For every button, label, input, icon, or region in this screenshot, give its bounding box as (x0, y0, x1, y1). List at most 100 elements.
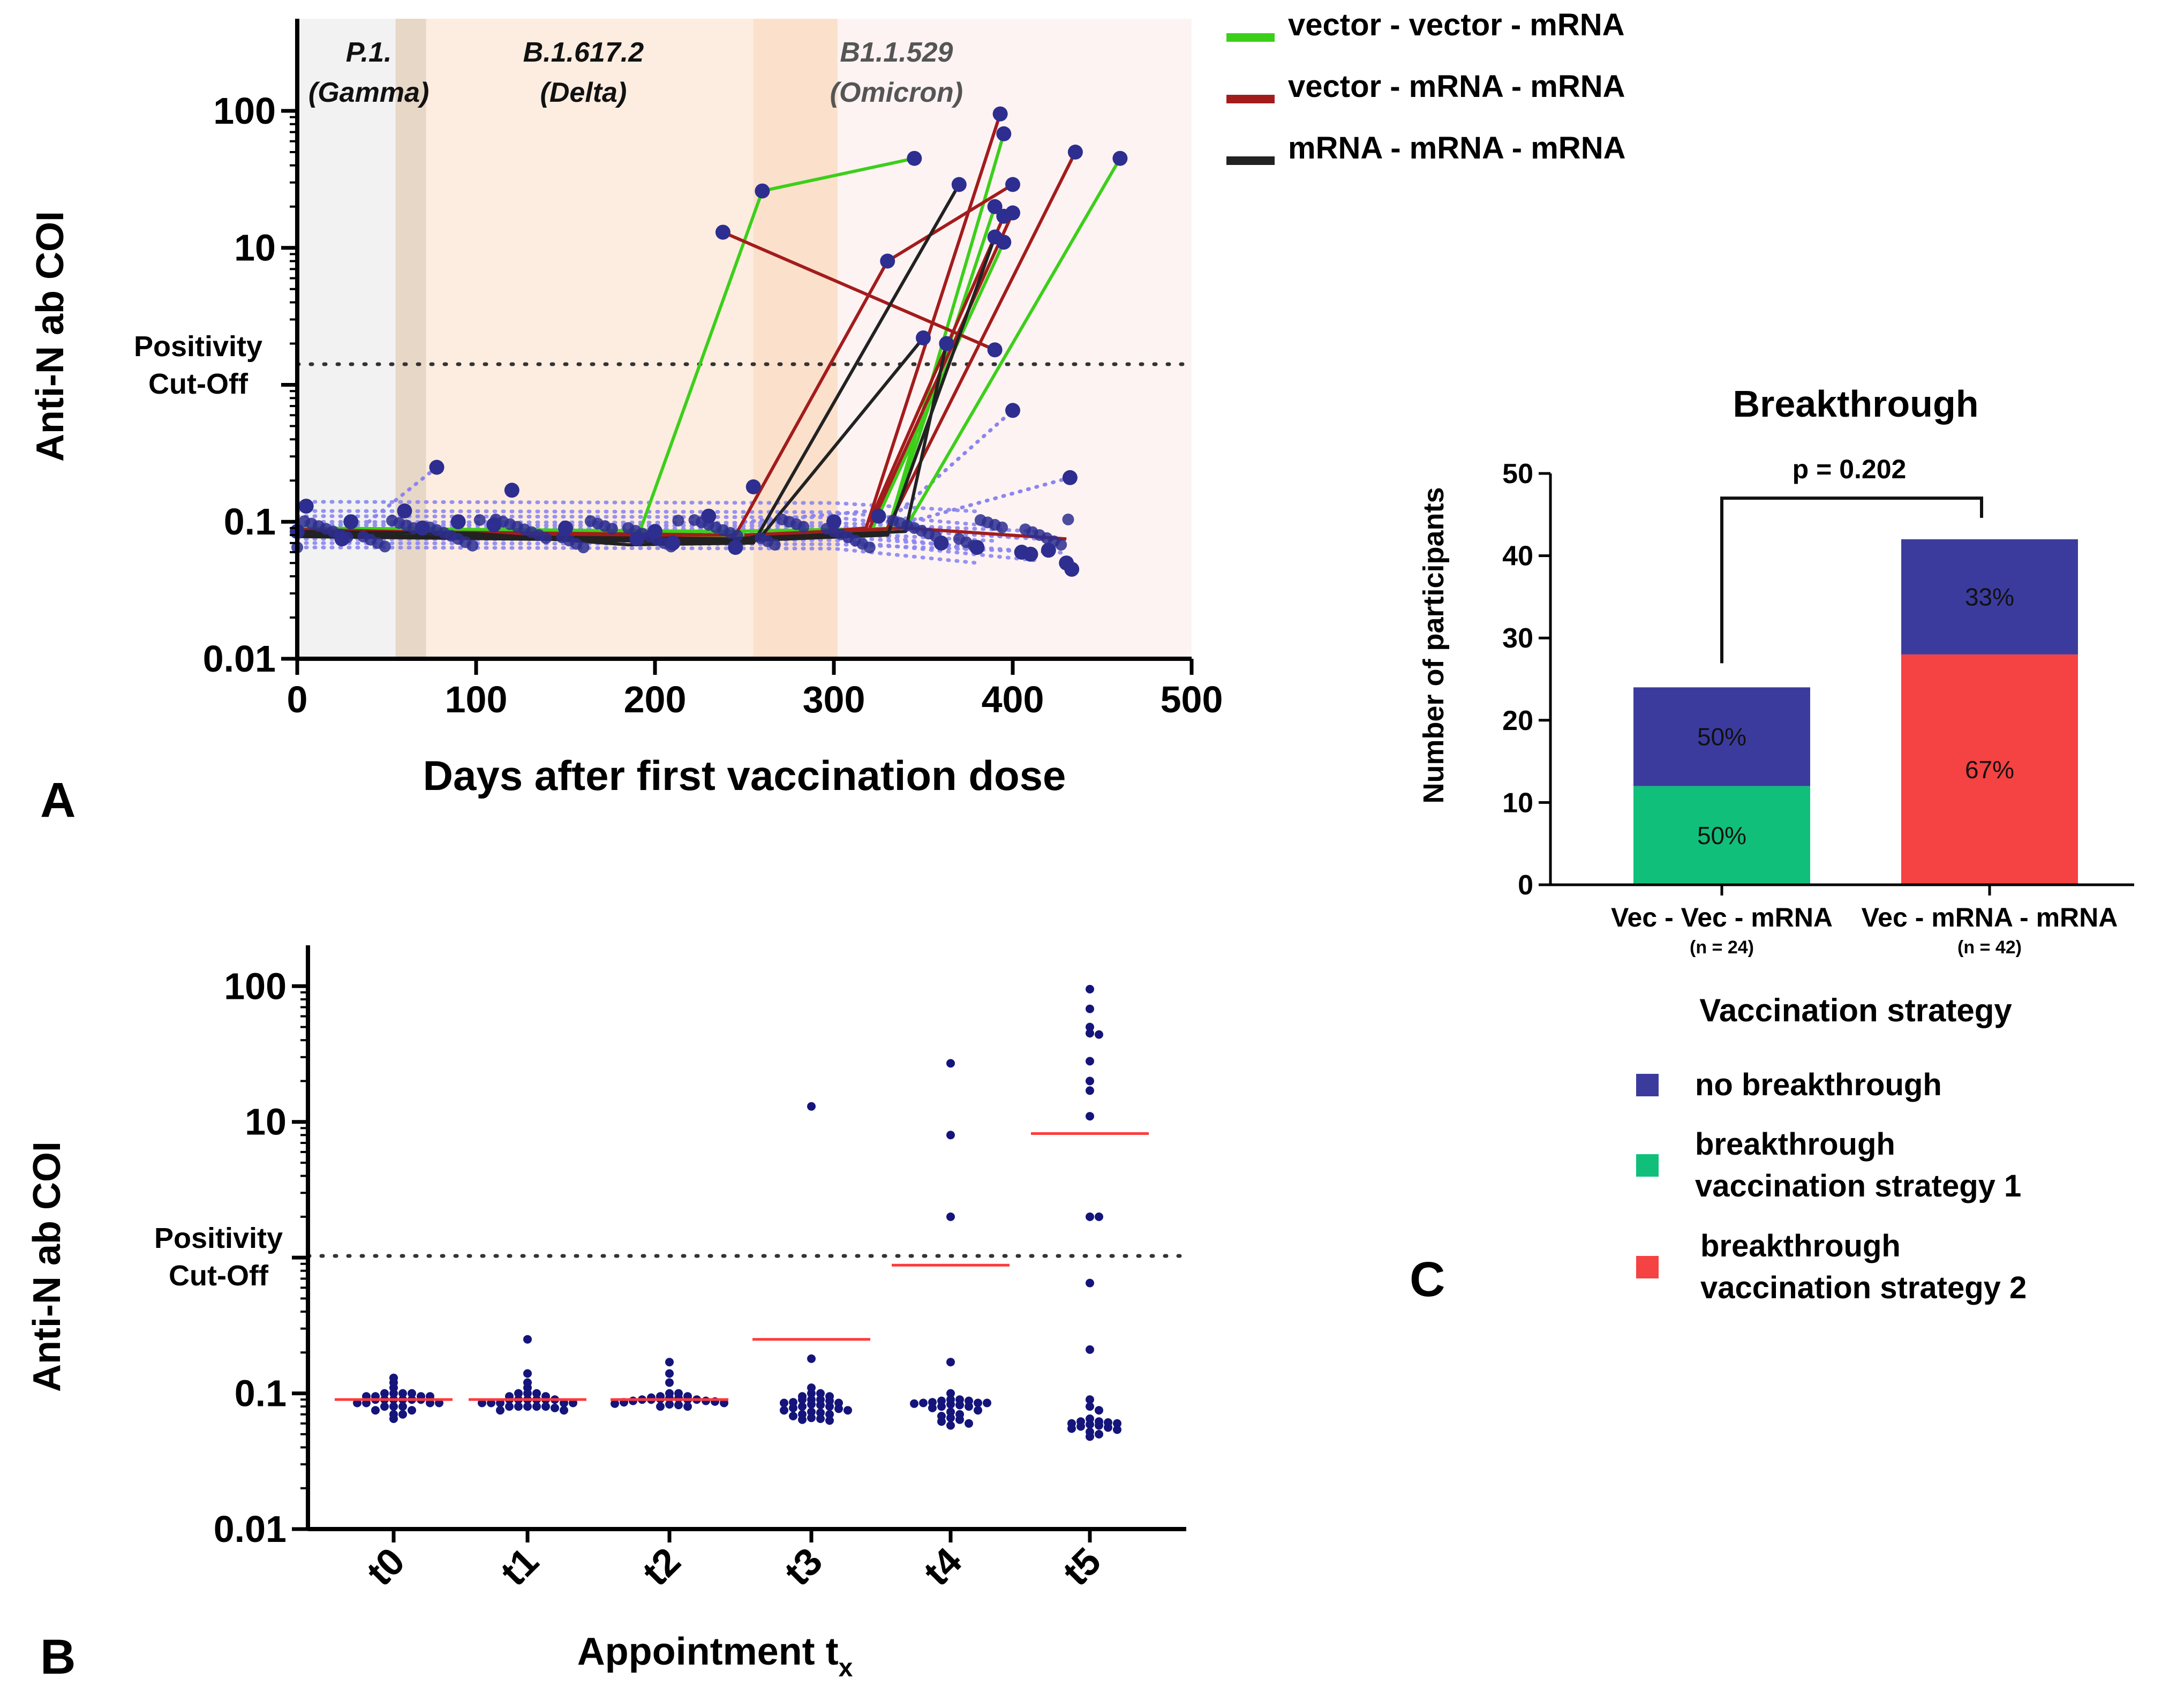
data-point (1086, 1004, 1094, 1013)
data-point (946, 1413, 955, 1422)
data-point (1095, 1212, 1103, 1221)
variant-sublabel: (Gamma) (308, 77, 429, 108)
variant-label: B1.1.529 (840, 37, 953, 68)
data-point (825, 1410, 834, 1419)
data-point (789, 1403, 797, 1412)
data-point (541, 1402, 550, 1411)
data-point (910, 1399, 918, 1408)
significance-bracket-line (1720, 496, 1983, 664)
panel-c-axes: 0 10 20 30 40 50 Vec - Vec - mRNA (n = 24) Vec -… (1502, 458, 2134, 958)
stacked-bars: 50% 50% 67% 33% (1633, 539, 2078, 885)
y-tick-label: 30 (1502, 623, 1533, 654)
data-point (987, 342, 1003, 358)
panel-label-a: A (40, 773, 76, 827)
data-point (389, 1389, 398, 1398)
data-point (983, 1398, 991, 1408)
y-tick-label: 40 (1502, 541, 1533, 572)
x-tick-label: 0 (287, 679, 308, 720)
data-point (1086, 984, 1094, 993)
legend-label: mRNA - mRNA - mRNA (1288, 131, 1625, 165)
data-point (1095, 1406, 1103, 1415)
variant-band-2 (834, 19, 1192, 659)
data-point (937, 1417, 946, 1426)
panel-c: Breakthrough 50% 50% 67% 33% 0 10 20 30 40 50 Vec… (1410, 383, 2134, 1307)
data-point (379, 540, 391, 553)
data-point (965, 1419, 973, 1428)
data-point (1086, 1029, 1094, 1038)
y-axis-title: Number of participants (1418, 487, 1450, 803)
variant-overlap-band (753, 19, 838, 659)
data-point (955, 1415, 964, 1424)
bar-data-label: 67% (1965, 756, 2014, 784)
data-point (398, 1402, 407, 1411)
data-point (1086, 1212, 1094, 1221)
series-line (297, 337, 925, 545)
legend-swatch (1636, 1074, 1659, 1096)
x-axis-title: Days after first vaccination dose (423, 752, 1066, 799)
data-point (1095, 1030, 1103, 1039)
data-point (987, 199, 1003, 214)
legend-label: breakthrough (1695, 1127, 1895, 1162)
panel-a: P.1. (Gamma) B.1.617.2 (Delta) B1.1.529 (Omic… (29, 7, 1625, 827)
background-trajectory (295, 509, 1000, 529)
data-point (1086, 1395, 1094, 1404)
data-point (1005, 205, 1020, 221)
data-point (397, 503, 412, 518)
data-point (715, 224, 730, 240)
data-point (807, 1102, 816, 1111)
data-point (769, 539, 781, 551)
variant-period-labels: P.1. (Gamma) B.1.617.2 (Delta) B1.1.529 (Omic… (308, 37, 963, 108)
y-tick-label: 10 (234, 227, 276, 269)
data-point (1005, 177, 1020, 192)
data-point (907, 150, 922, 166)
data-point (656, 1402, 665, 1411)
data-point (780, 1406, 788, 1415)
data-point (551, 1403, 559, 1412)
data-point (1095, 1421, 1103, 1430)
y-tick-label: 0.01 (214, 1508, 287, 1550)
background-trajectory (295, 500, 979, 514)
cutoff-label-line2: Cut-Off (169, 1260, 269, 1292)
legend-label: no breakthrough (1695, 1067, 1942, 1102)
data-point (647, 524, 662, 539)
data-point (992, 106, 1008, 122)
y-tick-label: 100 (224, 965, 287, 1007)
bar-segment-breakthrough (1633, 786, 1810, 885)
data-point (987, 229, 1003, 245)
y-tick-label: 0.1 (235, 1373, 287, 1414)
data-point (919, 1398, 928, 1408)
data-point (797, 521, 810, 533)
data-point (937, 1402, 946, 1411)
appointment-dots (353, 984, 1121, 1441)
x-tick-label: Vec - Vec - mRNA (1611, 902, 1833, 932)
cutoff-label-line1: Positivity (154, 1222, 283, 1254)
data-point (755, 183, 770, 199)
data-point (1086, 1278, 1094, 1288)
variant-overlap-band (395, 19, 426, 659)
data-point (389, 1402, 398, 1411)
data-point (298, 499, 314, 514)
data-point (834, 1404, 843, 1413)
legend-label: vector - vector - mRNA (1288, 7, 1624, 42)
data-point (380, 1402, 389, 1411)
data-point (523, 1335, 532, 1344)
data-point (728, 540, 743, 555)
background-trajectory (742, 509, 872, 524)
y-tick-label: 20 (1502, 705, 1533, 736)
data-point (816, 1389, 825, 1398)
data-point (825, 1416, 834, 1425)
data-point (946, 1389, 955, 1398)
legend-swatch (1636, 1256, 1659, 1278)
series-line (868, 215, 1006, 523)
variant-label: P.1. (346, 37, 392, 68)
bar-data-label: 33% (1965, 583, 2014, 611)
data-point (946, 1212, 955, 1221)
data-point (789, 1412, 797, 1420)
data-point (969, 540, 985, 555)
data-point (1095, 1429, 1103, 1439)
background-trajectory (295, 523, 1065, 543)
variant-label: B.1.617.2 (523, 37, 644, 68)
data-point (408, 1389, 416, 1398)
data-point (1086, 1402, 1094, 1411)
